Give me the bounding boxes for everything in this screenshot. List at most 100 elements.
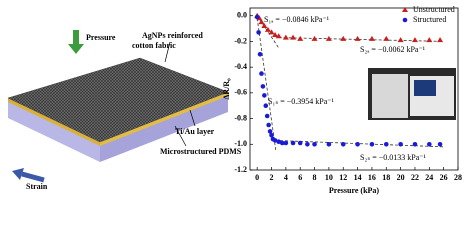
figure: Pressure Strain AgNPs reinforced cotton f… xyxy=(7,5,462,195)
point xyxy=(268,29,275,35)
y-tick-label: -1.2 xyxy=(234,165,247,174)
point xyxy=(354,35,361,41)
point xyxy=(272,138,278,143)
strain-label: Strain xyxy=(26,182,48,191)
point xyxy=(326,141,332,147)
point xyxy=(297,140,303,146)
point xyxy=(383,35,390,41)
leader-line xyxy=(189,109,196,127)
strain-arrow-shaft xyxy=(21,171,45,183)
x-tick-label: 0 xyxy=(255,173,259,182)
legend-label: Unstructured xyxy=(413,5,455,14)
pressure-label: Pressure xyxy=(86,33,116,42)
x-tick-label: 22 xyxy=(411,173,419,182)
point xyxy=(437,37,444,43)
fabric-top xyxy=(7,57,229,143)
point xyxy=(257,51,263,57)
fit-line xyxy=(278,37,444,42)
y-tick-label: -0.6 xyxy=(234,88,247,97)
point xyxy=(305,141,310,147)
legend-marker xyxy=(402,7,408,12)
point xyxy=(276,139,281,145)
point xyxy=(264,113,270,119)
point xyxy=(282,34,289,40)
y-tick-label: -0.8 xyxy=(234,113,247,122)
annotation: S₂ₐ = −0.0062 kPa⁻¹ xyxy=(360,45,426,54)
x-tick-label: 28 xyxy=(454,173,462,182)
pressure-arrow-head xyxy=(68,44,84,54)
fit-line xyxy=(256,18,277,151)
x-axis-label: Pressure (kPa) xyxy=(329,186,379,195)
point xyxy=(297,35,304,41)
x-tick-label: 24 xyxy=(425,173,433,182)
x-tick-label: 16 xyxy=(368,173,376,182)
x-tick-label: 26 xyxy=(440,173,448,182)
legend-label: Structured xyxy=(413,15,446,24)
x-tick-label: 12 xyxy=(339,173,347,182)
point xyxy=(427,141,432,147)
leader-line xyxy=(174,125,187,147)
leader-line xyxy=(164,41,171,63)
point xyxy=(260,84,266,89)
point xyxy=(369,141,375,147)
y-tick-label: -0.4 xyxy=(234,62,247,71)
point xyxy=(368,35,375,41)
instrument-left xyxy=(372,74,408,118)
annotation: S₂ₛ = −0.0133 kPa⁻¹ xyxy=(360,153,426,162)
point xyxy=(267,129,273,134)
point xyxy=(398,141,403,147)
pdms-label: Microstructured PDMS xyxy=(160,147,242,156)
x-tick-label: 8 xyxy=(313,173,317,182)
y-tick-label: -1.0 xyxy=(234,139,247,148)
gold-side xyxy=(8,98,100,146)
pdms-side xyxy=(8,98,100,162)
point xyxy=(263,103,269,109)
point xyxy=(269,132,274,138)
x-tick-label: 20 xyxy=(397,173,405,182)
annotation: S₁ₛ = −0.3954 kPa⁻¹ xyxy=(268,97,334,106)
y-axis-label: ΔR/R₀ xyxy=(222,78,231,100)
x-tick-label: 2 xyxy=(270,173,274,182)
point xyxy=(259,71,264,76)
point xyxy=(290,34,297,40)
x-tick-label: 14 xyxy=(354,173,362,182)
annotation: S₁ₐ = −0.0846 kPa⁻¹ xyxy=(264,15,330,24)
plot-frame xyxy=(249,7,459,171)
point xyxy=(383,141,389,147)
pdms-front xyxy=(100,92,228,162)
point xyxy=(279,140,285,146)
point xyxy=(412,141,418,147)
tiau-label: Ti/Au layer xyxy=(175,127,215,136)
point xyxy=(426,37,433,43)
point xyxy=(272,32,279,37)
point xyxy=(312,141,317,147)
point xyxy=(340,35,347,41)
instrument-screen xyxy=(414,80,436,96)
point xyxy=(340,141,346,147)
point xyxy=(283,140,289,146)
point xyxy=(264,26,271,32)
point xyxy=(437,141,443,147)
y-tick-label: 0.0 xyxy=(237,11,247,20)
point xyxy=(397,37,404,43)
point xyxy=(275,33,282,39)
fabric-label: AgNPs reinforced cotton fabric xyxy=(132,31,203,50)
point xyxy=(311,35,318,41)
point xyxy=(258,19,265,25)
inset-photo xyxy=(368,68,456,120)
point xyxy=(261,23,268,28)
x-tick-label: 18 xyxy=(382,173,390,182)
point xyxy=(266,122,271,128)
point xyxy=(254,14,260,20)
point xyxy=(256,30,261,35)
device-diagram: Pressure Strain AgNPs reinforced cotton f… xyxy=(7,30,242,191)
x-tick-label: 6 xyxy=(298,173,302,182)
x-tick-label: 4 xyxy=(284,173,288,182)
point xyxy=(411,37,418,43)
legend-marker xyxy=(402,17,408,23)
point xyxy=(325,35,332,41)
gold-front xyxy=(100,92,228,146)
point xyxy=(290,140,296,146)
y-tick-label: -0.2 xyxy=(234,36,247,45)
point xyxy=(262,93,267,98)
